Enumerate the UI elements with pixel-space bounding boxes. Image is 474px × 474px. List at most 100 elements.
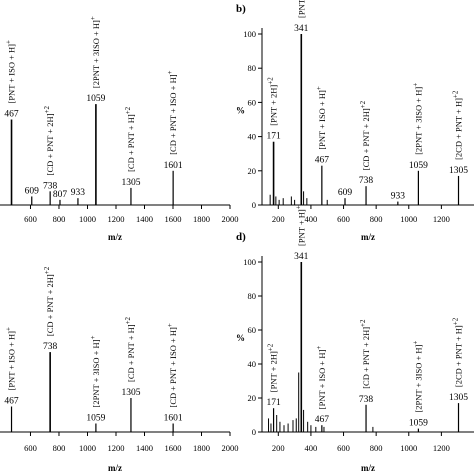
spectrum-panel-d: 200 400 600 800 1000 1200 0 20 40 60 80 100 m/z% d) 17… (236, 205, 474, 473)
ion-annotation: [PNT + ISO + H]+ (315, 346, 327, 410)
y-tick-label: 80 (248, 63, 257, 73)
ion-annotation-formula: [CD + PNT + 2H] (45, 113, 55, 175)
peak-label: 933 (391, 192, 406, 202)
x-tick-label: 800 (53, 443, 66, 453)
ion-annotation-formula: [PNT + 2H] (269, 85, 279, 126)
y-tick-label: 100 (243, 29, 256, 39)
x-tick-label: 1000 (400, 443, 417, 453)
ion-annotation: [CD + PNT + H]+2 (124, 106, 136, 172)
ion-annotation-formula: [CD + PNT + H] (126, 324, 136, 382)
ion-annotation-charge: + (89, 336, 97, 340)
x-tick-label: 1000 (79, 214, 96, 224)
ion-annotation-formula: [2CD + PNT + H] (454, 325, 464, 387)
ion-annotation-charge: +2 (43, 106, 51, 114)
ion-annotation: [CD + PNT + 2H]+2 (43, 106, 55, 176)
peak-label: 1305 (121, 388, 140, 398)
y-axis-title: % (236, 333, 245, 343)
y-tick-label: 20 (248, 166, 257, 176)
ion-annotation-charge: + (89, 16, 97, 20)
x-tick-label: 1600 (164, 443, 181, 453)
x-tick-label: 2000 (222, 443, 239, 453)
panel-tag: b) (236, 3, 246, 15)
peak-label: 171 (266, 398, 281, 408)
ion-annotation: [2PNT + 3ISO + H]+ (89, 336, 101, 408)
y-tick-label: 60 (248, 97, 257, 107)
peak-label: 1059 (409, 161, 428, 171)
x-tick-label: 1000 (400, 214, 417, 224)
x-axis-title: m/z (108, 463, 122, 473)
ion-annotation: [2CD + PNT + H]+2 (452, 90, 464, 160)
ion-annotation: [PNT + 2H]+2 (267, 343, 279, 392)
peak-label: 467 (4, 110, 19, 120)
y-tick-label: 100 (243, 257, 256, 267)
x-tick-label: 1600 (164, 214, 181, 224)
x-tick-label: 1400 (136, 214, 153, 224)
ion-annotation-charge: +2 (267, 343, 275, 351)
ion-annotation-formula: [PNT + ISO + H] (317, 350, 327, 410)
peak-label: 467 (315, 156, 330, 166)
ion-annotation-formula: [CD + PNT + ISO + H] (168, 327, 178, 408)
ion-annotation-charge: + (294, 205, 302, 209)
ion-annotation-charge: +2 (452, 317, 460, 325)
spectrum-panel-a: 600 800 1000 1200 1400 1600 1800 2000 m/z 467 6097… (0, 16, 239, 242)
x-tick-label: 1000 (79, 443, 96, 453)
x-tick-label: 1400 (136, 443, 153, 453)
x-tick-label: 800 (370, 214, 383, 224)
ion-annotation: [PNT + ISO + H]+ (5, 40, 17, 104)
ion-annotation: [CD + PNT + ISO + H]+ (166, 70, 178, 154)
x-tick-label: 600 (337, 214, 350, 224)
x-tick-label: 1200 (433, 443, 450, 453)
peak-label: 1305 (449, 393, 468, 403)
x-tick-label: 400 (305, 214, 318, 224)
x-axis-title: m/z (361, 232, 375, 242)
ion-annotation-formula: [CD + PNT + ISO + H] (168, 74, 178, 155)
ion-annotation: [CD + PNT + 2H]+2 (43, 266, 55, 336)
ion-annotation-charge: +2 (452, 90, 460, 98)
ion-annotation: [PNT + H]+ (294, 0, 306, 18)
ion-annotation: [2CD + PNT + H]+2 (452, 317, 464, 387)
ion-annotation-charge: + (315, 86, 323, 90)
peak-label: 341 (294, 252, 309, 262)
peak-label: 1059 (86, 414, 105, 424)
ion-annotation-formula: [CD + PNT + 2H] (361, 108, 371, 170)
peak-label: 1059 (409, 419, 428, 429)
ion-annotation-charge: +2 (124, 106, 132, 114)
ion-annotation: [CD + PNT + 2H]+2 (359, 319, 371, 389)
ion-annotation-charge: +2 (359, 319, 367, 327)
ion-annotation-formula: [PNT + H] (296, 209, 306, 246)
ion-annotation-formula: [PNT + 2H] (269, 351, 279, 392)
y-tick-label: 40 (248, 359, 257, 369)
peak-label: 807 (53, 190, 68, 200)
ion-annotation-charge: + (315, 346, 323, 350)
peak-label: 467 (315, 415, 330, 425)
peak-label: 1305 (121, 178, 140, 188)
ion-annotation-charge: + (166, 323, 174, 327)
ion-annotation-charge: + (5, 40, 13, 44)
y-tick-label: 0 (252, 200, 256, 210)
spectrum-panel-b: 200 400 600 800 1000 1200 0 20 40 60 80 100 m/z% b) 17… (236, 0, 474, 242)
ion-annotation-formula: [CD + PNT + 2H] (361, 327, 371, 389)
ion-annotation: [CD + PNT + H]+2 (124, 316, 136, 382)
ion-annotation-formula: [2PNT + 3ISO + H] (413, 344, 423, 412)
y-tick-label: 40 (248, 132, 257, 142)
panel-tag: d) (236, 231, 246, 243)
peak-label: 1059 (86, 94, 105, 104)
y-axis-title: % (236, 106, 245, 116)
ion-annotation: [2PNT + 3ISO + H]+ (411, 83, 423, 155)
x-tick-label: 800 (53, 214, 66, 224)
ion-annotation-formula: [PNT + ISO + H] (317, 90, 327, 150)
y-tick-label: 80 (248, 291, 257, 301)
y-tick-label: 0 (252, 427, 256, 437)
ion-annotation: [PNT + ISO + H]+ (315, 86, 327, 150)
ion-annotation-charge: +2 (267, 77, 275, 85)
ion-annotation-formula: [CD + PNT + 2H] (45, 274, 55, 336)
ion-annotation-charge: + (411, 341, 419, 345)
peak-label: 1305 (449, 166, 468, 176)
x-tick-label: 2000 (222, 214, 239, 224)
ion-annotation-formula: [PNT + ISO + H] (7, 331, 17, 391)
x-tick-label: 400 (305, 443, 318, 453)
x-tick-label: 200 (272, 214, 285, 224)
x-tick-label: 600 (24, 214, 37, 224)
ion-annotation-formula: [CD + PNT + H] (126, 114, 136, 172)
